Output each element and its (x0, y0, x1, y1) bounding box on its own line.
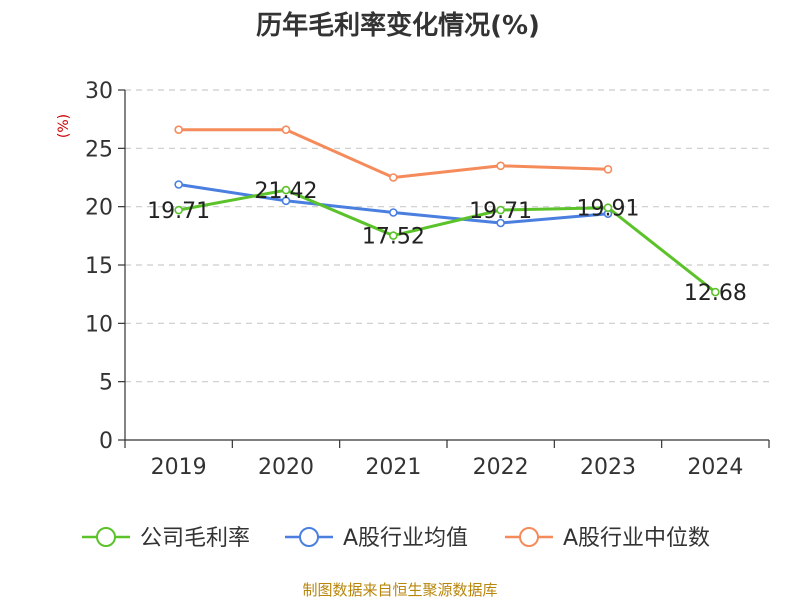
data-point (174, 125, 183, 134)
series-line (178, 128, 609, 179)
y-axis-unit: (%) (56, 114, 72, 138)
legend-item: A股行业中位数 (505, 526, 710, 551)
data-point (389, 173, 398, 182)
legend: 公司毛利率 A股行业均值 A股行业中位数 (82, 526, 710, 551)
series-line (178, 183, 609, 225)
data-point (496, 218, 505, 228)
series-group (174, 125, 720, 297)
data-point (496, 205, 505, 215)
grid-lines (125, 89, 769, 383)
legend-swatch-marker (519, 527, 539, 547)
data-label: 19.71 (469, 199, 532, 224)
data-point (603, 165, 613, 174)
legend-item: 公司毛利率 (82, 526, 250, 551)
data-point (496, 161, 505, 171)
y-tick-label: 30 (85, 79, 113, 104)
data-label: 19.71 (147, 199, 210, 224)
y-tick-label: 0 (99, 429, 113, 454)
legend-swatch-marker (299, 527, 319, 547)
data-point (281, 196, 291, 206)
x-tick-label: 2021 (365, 455, 421, 480)
y-tick-label: 10 (85, 312, 113, 337)
data-label: 19.91 (577, 197, 640, 222)
data-label: 12.68 (684, 281, 747, 306)
data-point (281, 125, 291, 134)
legend-label: 公司毛利率 (140, 526, 250, 551)
y-tick-label: 20 (85, 196, 113, 221)
y-tick-label: 5 (99, 371, 113, 396)
legend-swatch-marker (96, 527, 116, 547)
legend-item: A股行业均值 (285, 526, 468, 551)
x-tick-label: 2023 (580, 455, 636, 480)
data-point (281, 185, 291, 195)
chart-title: 历年毛利率变化情况(%) (256, 10, 540, 41)
data-point (389, 208, 398, 217)
data-point (389, 231, 398, 240)
legend-label: A股行业均值 (343, 526, 468, 551)
series-line (178, 188, 717, 294)
data-labels: 19.71 21.42 17.52 19.71 19.91 12.68 (147, 179, 747, 306)
data-point (174, 205, 183, 215)
data-point (603, 203, 613, 213)
source-note: 制图数据来自恒生聚源数据库 (302, 581, 497, 599)
data-label: 17.52 (362, 225, 425, 250)
x-tick-label: 2019 (151, 455, 207, 480)
y-tick-label: 15 (85, 254, 113, 279)
legend-label: A股行业中位数 (563, 526, 710, 551)
data-point (711, 287, 720, 297)
x-tick-label: 2024 (687, 455, 743, 480)
data-point (174, 180, 183, 189)
data-label: 21.42 (255, 179, 318, 204)
y-tick-label: 25 (85, 137, 113, 162)
x-tick-label: 2020 (258, 455, 314, 480)
axes: 0 5 10 15 20 25 30 2019 2020 2021 2022 2023 2024 (85, 79, 770, 480)
x-tick-label: 2022 (473, 455, 529, 480)
